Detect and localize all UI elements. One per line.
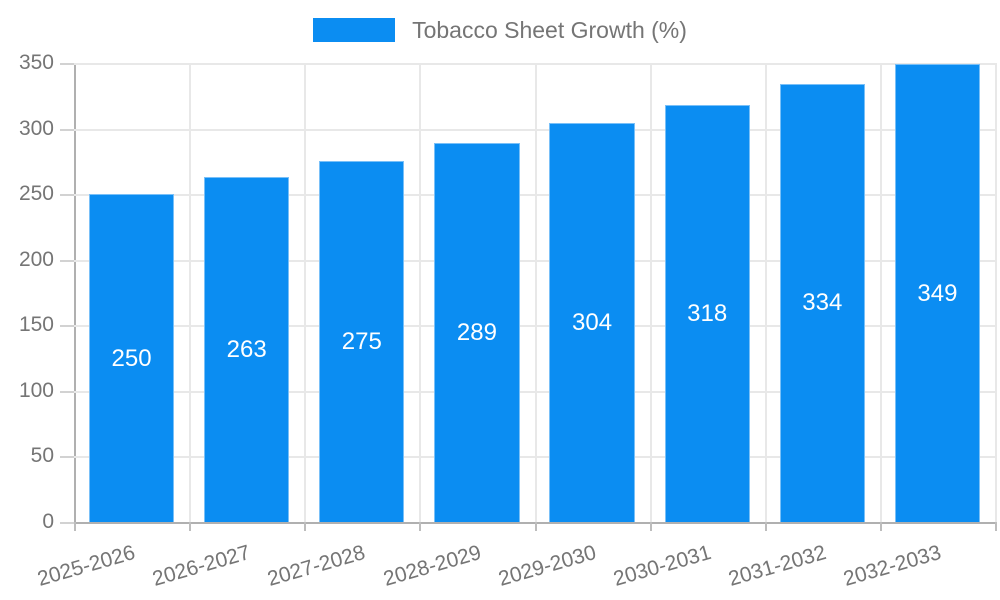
legend[interactable]: Tobacco Sheet Growth (%) bbox=[0, 18, 1000, 42]
v-gridline bbox=[764, 63, 767, 522]
v-gridline bbox=[879, 63, 882, 522]
y-axis-tick bbox=[60, 194, 74, 197]
y-tick-label: 200 bbox=[18, 247, 54, 271]
y-tick-label: 0 bbox=[42, 510, 54, 533]
h-gridline bbox=[74, 325, 995, 328]
x-axis-tick bbox=[74, 522, 76, 531]
h-gridline bbox=[74, 63, 995, 65]
bar-value-label: 263 bbox=[226, 336, 267, 364]
x-tick-label: 2029-2030 bbox=[495, 541, 599, 591]
y-tick-label: 350 bbox=[18, 51, 54, 74]
x-axis-tick bbox=[304, 522, 307, 531]
plot-area: 250 263 275 289 304 318 334 349 bbox=[74, 63, 997, 524]
x-tick-label: 2025-2026 bbox=[35, 541, 138, 591]
bar[interactable]: 263 bbox=[204, 177, 290, 522]
bar-value-label: 289 bbox=[456, 319, 497, 346]
h-gridline bbox=[74, 456, 995, 459]
y-axis-tick bbox=[60, 128, 74, 131]
y-axis-tick bbox=[60, 63, 74, 65]
bar[interactable]: 250 bbox=[88, 194, 175, 522]
v-gridline bbox=[419, 63, 422, 522]
y-axis-tick bbox=[60, 456, 74, 459]
y-axis-tick bbox=[60, 259, 74, 262]
v-gridline bbox=[304, 63, 307, 522]
x-tick-label: 2032-2033 bbox=[840, 541, 944, 591]
v-gridline bbox=[995, 63, 997, 522]
x-tick-label: 2026-2027 bbox=[150, 541, 254, 591]
x-tick-label: 2028-2029 bbox=[380, 541, 484, 591]
v-gridline bbox=[649, 63, 652, 522]
bar-value-label: 349 bbox=[917, 279, 958, 307]
bar-value-label: 304 bbox=[572, 309, 613, 337]
bar-value-label: 318 bbox=[687, 299, 728, 327]
y-axis-tick bbox=[60, 325, 74, 328]
bar[interactable]: 334 bbox=[779, 83, 865, 522]
x-tick-label: 2031-2032 bbox=[725, 541, 829, 591]
bar[interactable]: 289 bbox=[434, 143, 520, 522]
v-gridline bbox=[534, 63, 537, 522]
y-tick-label: 100 bbox=[18, 378, 54, 402]
h-gridline bbox=[74, 390, 995, 393]
x-axis-tick bbox=[879, 522, 882, 531]
bar-value-label: 334 bbox=[802, 289, 843, 317]
bar-value-label: 275 bbox=[341, 328, 382, 356]
v-gridline bbox=[189, 63, 192, 522]
bar[interactable]: 318 bbox=[664, 104, 750, 522]
x-axis-tick bbox=[764, 522, 767, 531]
x-axis-tick bbox=[534, 522, 537, 531]
bar[interactable]: 349 bbox=[894, 64, 981, 522]
x-axis-tick bbox=[419, 522, 422, 531]
y-tick-label: 50 bbox=[30, 444, 54, 468]
y-tick-label: 150 bbox=[18, 313, 54, 337]
bar-value-label: 250 bbox=[111, 344, 152, 372]
x-axis-tick bbox=[649, 522, 652, 531]
y-tick-label: 250 bbox=[18, 182, 54, 206]
legend-swatch-icon bbox=[313, 18, 396, 42]
bar[interactable]: 275 bbox=[319, 161, 405, 522]
y-tick-label: 300 bbox=[18, 116, 54, 140]
x-axis-tick bbox=[189, 522, 192, 531]
x-axis-tick bbox=[995, 522, 997, 531]
h-gridline bbox=[74, 128, 995, 131]
bar[interactable]: 304 bbox=[549, 123, 635, 522]
y-axis-line bbox=[74, 63, 76, 522]
x-tick-label: 2027-2028 bbox=[265, 541, 369, 591]
h-gridline bbox=[74, 259, 995, 262]
legend-label: Tobacco Sheet Growth (%) bbox=[412, 17, 687, 43]
y-axis-tick bbox=[60, 390, 74, 393]
x-tick-label: 2030-2031 bbox=[610, 541, 714, 591]
h-gridline bbox=[74, 194, 995, 197]
y-axis-tick bbox=[60, 522, 74, 524]
